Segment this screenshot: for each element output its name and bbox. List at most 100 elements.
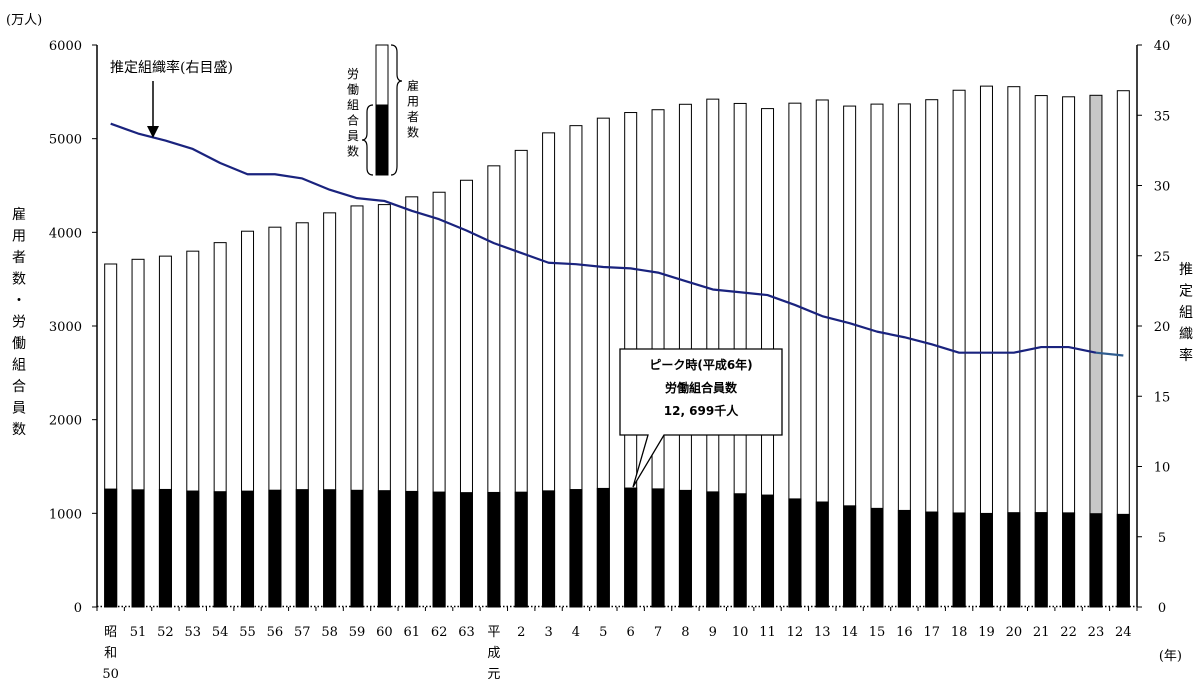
x-tick-label: 50 [102, 667, 119, 679]
union-bar [1007, 512, 1021, 608]
union-bar [350, 489, 364, 608]
left-tick-label: 4000 [49, 226, 82, 241]
x-tick-label: 22 [1060, 625, 1077, 640]
right-tick-label: 0 [1158, 601, 1166, 616]
x-tick-label: 55 [239, 625, 256, 640]
union-bar [788, 498, 802, 608]
left-axis-title-char: 数 [12, 422, 26, 438]
right-axis-title-char: 組 [1179, 305, 1193, 321]
union-bar [870, 507, 884, 608]
legend-union-bar [375, 104, 389, 176]
rate-line-last-segment [1095, 351, 1124, 357]
x-tick-label: 21 [1033, 625, 1050, 640]
right-axis-title-char: 定 [1179, 284, 1193, 300]
union-bar [241, 490, 255, 608]
right-axis-unit: (%) [1170, 13, 1193, 28]
union-bar [761, 494, 775, 608]
x-tick-label: 3 [544, 625, 552, 640]
x-tick-label: 54 [212, 625, 229, 640]
union-bar [1116, 513, 1130, 608]
rate-arrow-head [147, 126, 159, 138]
union-bar [295, 489, 309, 608]
left-tick-label: 0 [74, 601, 82, 616]
x-tick-label: 平 [487, 625, 500, 640]
union-bar [1062, 512, 1076, 608]
left-axis-unit: (万人) [6, 13, 42, 28]
union-bar [104, 488, 118, 608]
peak-callout-text: 労働組合員数 [665, 380, 738, 395]
union-bar [569, 489, 583, 608]
union-bar [843, 505, 857, 608]
x-tick-label: 59 [349, 625, 366, 640]
union-bar [624, 487, 638, 608]
x-tick-label: 7 [654, 625, 662, 640]
left-axis-title-char: 労 [12, 315, 26, 331]
union-bar [651, 488, 665, 608]
x-tick-label: 51 [130, 625, 147, 640]
x-tick-label: 63 [458, 625, 475, 640]
union-bar [186, 490, 200, 608]
left-tick-label: 1000 [49, 507, 82, 522]
x-tick-label: 14 [841, 625, 858, 640]
legend-employee-label-char: 数 [407, 125, 419, 140]
right-tick-label: 5 [1158, 531, 1166, 546]
union-bar [706, 491, 720, 608]
x-tick-label: 12 [787, 625, 804, 640]
union-bar [542, 490, 556, 608]
union-bar [459, 492, 473, 608]
axes-layer [92, 44, 1142, 611]
left-axis-title-char: 雇 [12, 206, 26, 223]
union-bar [925, 511, 939, 608]
x-tick-label: 24 [1115, 625, 1132, 640]
x-tick-label: 4 [572, 625, 580, 640]
union-bar [733, 493, 747, 608]
x-tick-label: 61 [403, 625, 420, 640]
peak-callout-text: ピーク時(平成6年) [649, 357, 752, 372]
x-tick-label: 52 [157, 625, 174, 640]
legend-union-label-char: 合 [347, 113, 359, 128]
right-tick-label: 15 [1154, 390, 1171, 405]
union-bar [131, 489, 145, 608]
right-tick-label: 20 [1154, 320, 1171, 335]
legend-union-label-char: 労 [347, 67, 359, 81]
union-bar [405, 490, 419, 608]
x-tick-label: 和 [104, 646, 117, 661]
x-tick-label: 成 [487, 646, 500, 661]
left-tick-label: 2000 [49, 414, 82, 429]
x-tick-label: 13 [814, 625, 831, 640]
union-bar [596, 487, 610, 608]
right-tick-label: 35 [1154, 109, 1171, 124]
union-bar [268, 489, 282, 608]
x-tick-label: 9 [709, 625, 717, 640]
x-tick-label: 19 [978, 625, 995, 640]
left-tick-label: 6000 [49, 39, 82, 54]
legend-employee-label-char: 雇 [407, 78, 419, 93]
left-axis-title-char: 合 [12, 379, 26, 395]
x-tick-label: 20 [1006, 625, 1023, 640]
legend-employee-brace [390, 44, 403, 176]
legend-employee-label-char: 者 [407, 110, 419, 124]
rate-line-label: 推定組織率(右目盛) [110, 59, 233, 76]
x-tick-label: 15 [869, 625, 886, 640]
union-bar [897, 509, 911, 608]
left-axis-title-char: 組 [12, 358, 26, 374]
legend-union-label-char: 組 [347, 98, 359, 112]
right-axis-title-char: 率 [1179, 347, 1193, 364]
x-tick-label: 62 [431, 625, 448, 640]
union-bar [432, 491, 446, 608]
rate-line-layer [110, 122, 1124, 357]
rate-line [110, 122, 1097, 354]
union-bar [487, 491, 501, 608]
x-tick-label: 23 [1088, 625, 1105, 640]
x-tick-label: 18 [951, 625, 968, 640]
union-bar [514, 491, 528, 608]
x-tick-label: 56 [267, 625, 284, 640]
right-tick-label: 30 [1154, 180, 1171, 195]
union-bar [1034, 512, 1048, 608]
right-tick-label: 25 [1154, 250, 1171, 265]
right-tick-label: 40 [1154, 39, 1171, 54]
union-bar [323, 489, 337, 608]
legend-union-label-char: 員 [347, 129, 359, 143]
